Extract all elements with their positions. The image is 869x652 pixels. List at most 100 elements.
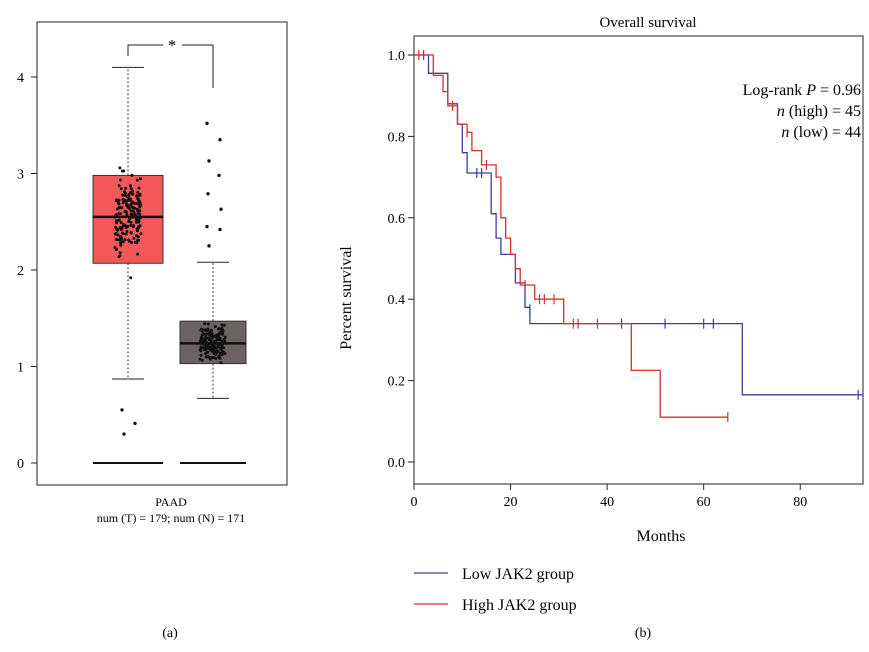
data-point-N <box>201 330 205 333</box>
data-point-N <box>223 340 227 344</box>
data-point-N <box>214 346 218 350</box>
data-point-N <box>199 353 203 357</box>
panel-b-axes: 0.0 0.2 0.4 0.6 0.8 1.0 0 20 40 60 80 <box>388 35 864 510</box>
data-point-T <box>129 184 132 188</box>
data-point-T <box>131 225 135 228</box>
data-point-N <box>206 327 210 331</box>
outlier-point-T <box>122 432 126 436</box>
outlier-point-N <box>217 173 221 178</box>
data-point-T <box>131 189 135 193</box>
panel-a-x-sublabel: num (T) = 179; num (N) = 171 <box>97 511 246 525</box>
data-point-N <box>211 342 215 345</box>
data-point-N <box>219 330 223 334</box>
panel-a-frame <box>36 21 288 486</box>
data-point-T <box>114 232 118 235</box>
data-point-T <box>123 193 127 197</box>
data-point-N <box>198 357 202 361</box>
data-point-N <box>208 332 212 336</box>
box-T <box>92 174 164 264</box>
data-point-N <box>208 338 212 342</box>
data-point-T <box>117 198 121 202</box>
panel-a-y-axis: 0 1 2 3 4 <box>17 71 37 472</box>
data-point-N <box>204 348 208 352</box>
y-tick-label: 2 <box>17 264 24 279</box>
panel-b-curves <box>414 50 863 423</box>
significance-star: * <box>168 36 177 55</box>
data-point-T <box>129 276 133 280</box>
data-point-T <box>124 232 128 236</box>
data-point-T <box>125 194 129 198</box>
legend: Low JAK2 group High JAK2 group <box>414 566 577 614</box>
data-point-T <box>117 184 121 187</box>
data-point-N <box>217 355 221 359</box>
data-point-N <box>199 345 203 349</box>
legend-label: High JAK2 group <box>462 597 577 614</box>
data-point-N <box>219 361 223 365</box>
data-point-N <box>213 325 217 328</box>
data-point-T <box>115 198 118 202</box>
x-tick-label: 20 <box>504 495 518 510</box>
data-point-T <box>136 238 140 242</box>
data-point-T <box>138 177 142 181</box>
data-point-T <box>128 197 132 201</box>
data-point-T <box>137 217 141 221</box>
data-point-T <box>115 227 119 231</box>
data-point-T <box>139 232 143 236</box>
data-point-N <box>215 349 219 353</box>
data-point-N <box>216 342 219 346</box>
x-tick-label: 0 <box>411 495 418 510</box>
data-point-T <box>134 220 138 224</box>
panel-b: Overall survival 0.0 0.2 0.4 0.6 0.8 1.0 0 20 40… <box>338 15 864 641</box>
data-point-T <box>129 209 133 213</box>
survival-curve-high <box>414 54 728 418</box>
data-point-T <box>130 215 134 219</box>
data-point-T <box>131 192 135 196</box>
outlier-point-N <box>219 207 223 211</box>
data-point-T <box>114 237 118 241</box>
data-point-T <box>118 178 122 182</box>
data-point-N <box>218 338 222 342</box>
data-point-T <box>119 187 123 191</box>
data-point-T <box>129 231 133 235</box>
data-point-N <box>220 323 224 327</box>
data-point-N <box>222 337 226 341</box>
data-point-N <box>218 351 222 355</box>
data-point-T <box>136 229 139 233</box>
data-point-T <box>117 211 121 215</box>
data-point-T <box>129 187 133 190</box>
data-point-N <box>220 326 224 330</box>
data-point-T <box>135 241 139 245</box>
x-tick-label: 40 <box>600 495 614 510</box>
data-point-N <box>211 348 214 352</box>
y-axis-label: Percent survival <box>338 246 355 350</box>
data-point-T <box>115 221 119 225</box>
data-point-T <box>121 240 125 244</box>
data-point-T <box>136 252 140 256</box>
data-point-N <box>202 339 206 343</box>
data-point-T <box>130 173 134 177</box>
data-point-N <box>204 336 207 340</box>
data-point-T <box>137 186 141 190</box>
data-point-N <box>222 350 226 354</box>
outlier-point-N <box>218 227 222 232</box>
outlier-point-N <box>218 138 222 142</box>
y-tick-label: 0.4 <box>388 293 406 308</box>
data-point-T <box>127 220 131 223</box>
data-point-T <box>120 206 124 210</box>
data-point-T <box>135 178 139 182</box>
data-point-T <box>118 166 122 170</box>
bracket-right-line <box>182 44 214 88</box>
x-tick-label: 60 <box>697 495 711 510</box>
data-point-T <box>120 231 124 235</box>
data-point-T <box>139 215 143 219</box>
data-point-T <box>138 203 142 207</box>
data-point-T <box>124 186 128 190</box>
data-point-T <box>127 206 131 210</box>
data-point-N <box>204 333 208 337</box>
panel-a-boxes <box>92 66 247 464</box>
data-point-T <box>114 225 118 229</box>
data-point-N <box>208 345 212 349</box>
data-point-T <box>138 200 141 203</box>
data-point-N <box>212 351 216 355</box>
